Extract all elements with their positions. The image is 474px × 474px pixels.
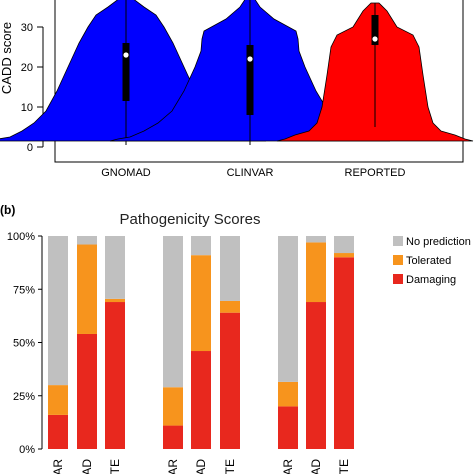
bar-y-tick-label: 50%: [13, 338, 35, 350]
bar-segment-damaging: [220, 312, 240, 449]
bar-segment-tolerated: [48, 385, 68, 415]
bar-segment-no-prediction: [77, 236, 97, 245]
violin-y-tick-label: 0: [27, 142, 33, 154]
violin-median-dot: [123, 52, 129, 58]
legend-label: Tolerated: [406, 255, 451, 267]
violin-plot-frame: [54, 0, 464, 163]
bar-x-label: AD: [309, 459, 323, 474]
bar-y-axis: 0% 25% 50% 75% 100%: [7, 231, 43, 456]
bar-x-label: AD: [194, 459, 208, 474]
bar-x-label: AD: [80, 459, 94, 474]
violin-y-tick-label: 10: [21, 102, 33, 114]
bar-x-labels: AR AD TE AR AD TE AR AD TE: [51, 459, 351, 474]
violin-iqr-box: [371, 15, 379, 45]
bar-x-label: TE: [337, 459, 351, 474]
bar-segment-tolerated: [163, 387, 183, 426]
violins: [0, 0, 474, 145]
bar-segment-damaging: [48, 414, 68, 449]
legend-swatch: [393, 236, 403, 246]
legend-swatch: [393, 255, 403, 265]
violin-x-labels: GNOMAD CLINVAR REPORTED: [101, 167, 405, 179]
bar-segment-tolerated: [77, 244, 97, 334]
bar-segment-no-prediction: [163, 236, 183, 388]
violin-x-label: REPORTED: [345, 167, 406, 179]
bar-legend: No prediction Tolerated Damaging: [393, 236, 471, 286]
stacked-bar-chart: (b) Pathogenicity Scores 0% 25% 50% 75% 100%…: [0, 203, 471, 474]
bar-y-tick-label: 75%: [13, 284, 35, 296]
bar-segment-damaging: [105, 302, 125, 449]
violin-median-dot: [372, 36, 378, 42]
violin-chart: 0 10 20 30 CADD score GNOMAD CLINVAR REPORTED: [0, 0, 474, 179]
bar-segment-damaging: [163, 425, 183, 449]
bar-segment-damaging: [191, 351, 211, 449]
bar-x-label: TE: [223, 459, 237, 474]
bar-segment-no-prediction: [220, 236, 240, 301]
bar-segment-no-prediction: [306, 236, 326, 243]
bar-segment-damaging: [278, 406, 298, 449]
legend-label: No prediction: [406, 236, 471, 248]
bar-segment-no-prediction: [105, 236, 125, 299]
bar-segment-no-prediction: [191, 236, 211, 256]
violin-x-label: CLINVAR: [227, 167, 274, 179]
bar-segment-damaging: [334, 257, 354, 449]
bar-segment-tolerated: [105, 298, 125, 303]
bar-segment-damaging: [77, 333, 97, 449]
bar-segment-tolerated: [191, 255, 211, 352]
bar-segment-tolerated: [334, 253, 354, 258]
bar-chart-title: Pathogenicity Scores: [120, 211, 261, 228]
legend-label: Damaging: [406, 274, 456, 286]
violin-iqr-box: [246, 45, 254, 115]
bar-x-label: TE: [108, 459, 122, 474]
bar-segment-tolerated: [306, 242, 326, 303]
bar-segment-no-prediction: [334, 236, 354, 254]
bar-segment-damaging: [306, 302, 326, 449]
violin-y-tick-label: 20: [21, 62, 33, 74]
violin-median-dot: [247, 56, 253, 62]
violin-y-axis-label: CADD score: [0, 22, 14, 94]
panel-b-label: (b): [0, 203, 15, 217]
bars: [48, 236, 354, 449]
violin-y-tick-label: 30: [21, 22, 33, 34]
bar-x-label: AR: [166, 459, 180, 474]
bar-segment-tolerated: [278, 381, 298, 407]
bar-segment-no-prediction: [48, 236, 68, 386]
violin-iqr-box: [122, 43, 130, 101]
bar-x-label: AR: [51, 459, 65, 474]
bar-segment-tolerated: [220, 300, 240, 313]
bar-y-tick-label: 25%: [13, 391, 35, 403]
bar-y-tick-label: 100%: [7, 231, 35, 243]
bar-x-label: AR: [281, 459, 295, 474]
legend-swatch: [393, 274, 403, 284]
violin-x-label: GNOMAD: [101, 167, 151, 179]
bar-segment-no-prediction: [278, 236, 298, 382]
bar-y-tick-label: 0%: [19, 444, 35, 456]
